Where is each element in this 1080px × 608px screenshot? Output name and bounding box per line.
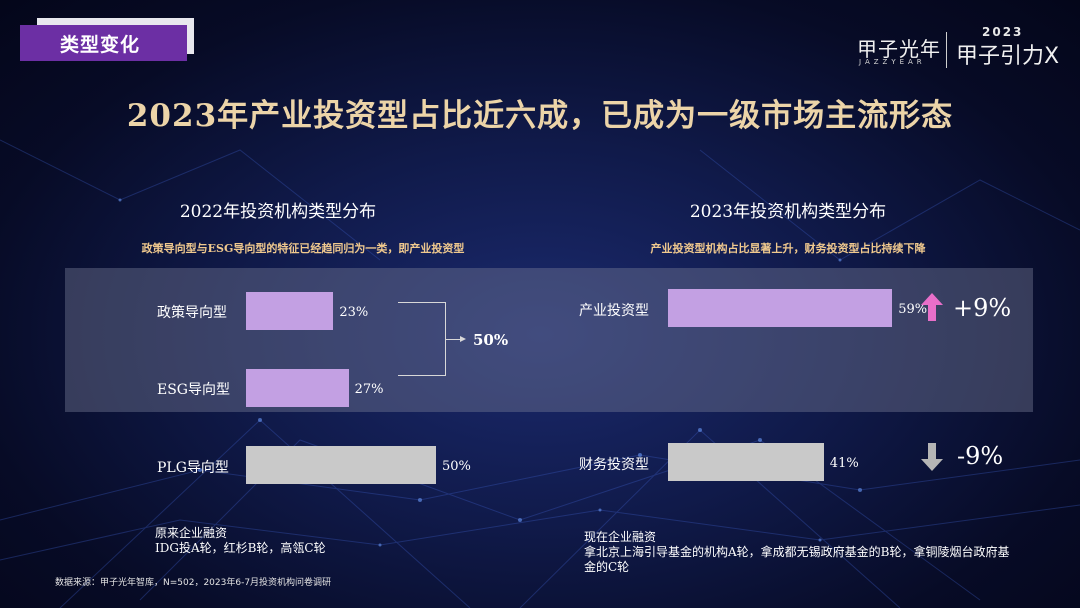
brand-logo-text: 甲子光年 (857, 37, 941, 61)
page-title: 2023年产业投资型占比近六成，已成为一级市场主流形态 (126, 98, 954, 134)
chart-title-2022: 2022年投资机构类型分布 (179, 202, 377, 222)
value-label: 59% (898, 302, 928, 317)
category-label: 政策导向型 (157, 305, 227, 321)
note-now-text: 拿北京上海引导基金的机构A轮，拿成都无锡政府基金的B轮，拿铜陵烟台政府基金的C轮 (584, 545, 1010, 574)
value-label: 50% (442, 459, 471, 474)
event-logo-year: 2023 (982, 25, 1024, 39)
chart-subtitle-2022: 政策导向型与ESG导向型的特征已经趋同归为一类，即产业投资型 (141, 242, 465, 255)
up-arrow-icon (921, 293, 943, 321)
bar-financial-investment (668, 443, 824, 481)
note-now-heading: 现在企业融资 (584, 530, 657, 544)
bracket-arrow-icon (460, 336, 466, 342)
brand-logo-english: JAZZYEAR (859, 58, 926, 66)
data-source: 数据来源：甲子光年智库，N=502，2023年6-7月投资机构问卷调研 (55, 578, 332, 588)
value-label: 41% (829, 456, 859, 471)
logo-divider (946, 32, 947, 68)
change-label-down: -9% (957, 442, 1004, 470)
section-tag: 类型变化 (20, 25, 187, 61)
group-bracket (398, 302, 446, 376)
chart-title-2023: 2023年投资机构类型分布 (689, 202, 887, 222)
category-label: 财务投资型 (579, 457, 649, 473)
bar-industrial-investment (668, 289, 893, 327)
category-label: ESG导向型 (157, 382, 230, 398)
note-before: 原来企业融资 IDG投A轮，红杉B轮，高瓴C轮 (155, 526, 455, 556)
category-label: PLG导向型 (157, 460, 229, 476)
down-arrow-icon (921, 443, 943, 471)
event-logo-name: 甲子引力X (956, 44, 1060, 69)
note-before-heading: 原来企业融资 (155, 526, 228, 540)
note-now: 现在企业融资 拿北京上海引导基金的机构A轮，拿成都无锡政府基金的B轮，拿铜陵烟台… (584, 530, 1014, 575)
value-label: 27% (354, 382, 384, 397)
change-label-up: +9% (953, 294, 1012, 322)
bracket-arrow-line (446, 339, 462, 340)
bar-policy-oriented (246, 292, 334, 330)
group-total-label: 50% (473, 331, 509, 349)
bar-plg-oriented (246, 446, 436, 484)
note-before-text: IDG投A轮，红杉B轮，高瓴C轮 (155, 541, 326, 555)
chart-subtitle-2023: 产业投资型机构占比显著上升，财务投资型占比持续下降 (650, 242, 926, 255)
category-label: 产业投资型 (579, 303, 649, 319)
value-label: 23% (339, 305, 369, 320)
bar-esg-oriented (246, 369, 349, 407)
